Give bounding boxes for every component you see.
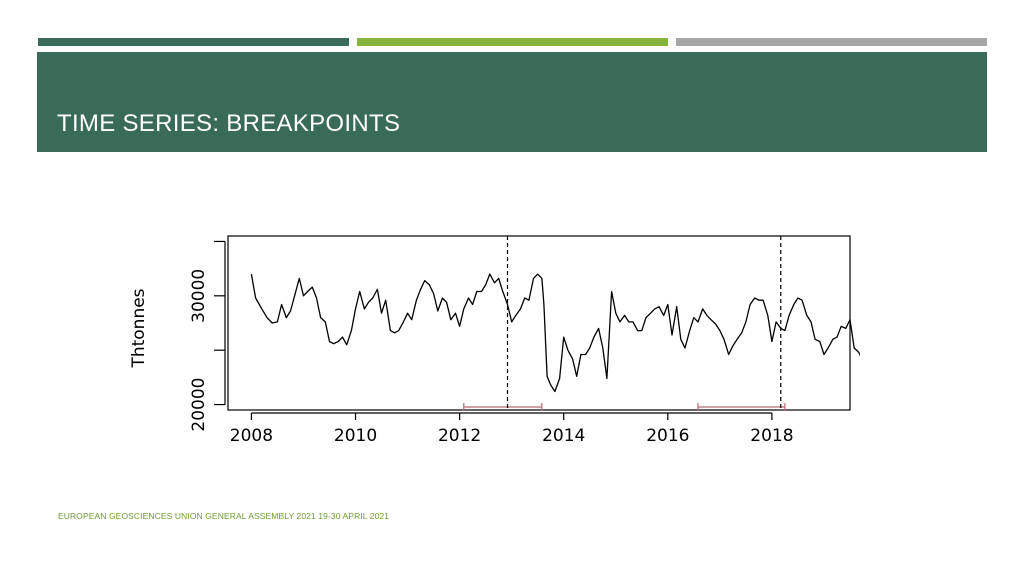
accent-bar-grey <box>676 38 987 46</box>
series-line <box>250 273 860 393</box>
accent-bar-green <box>357 38 668 46</box>
y-axis-title: Thtonnes <box>129 288 149 368</box>
x-tick-label: 2016 <box>646 426 689 446</box>
y-tick-label: 20000 <box>189 378 209 432</box>
chart-svg: 2008 2010 2012 2014 2016 2018 20000 30000 Thtonn… <box>129 235 860 446</box>
plot-frame <box>227 235 851 411</box>
y-tick-label: 30000 <box>189 269 209 323</box>
x-tick-label: 2012 <box>438 426 481 446</box>
accent-bar-dark <box>38 38 349 46</box>
footer-text: EUROPEAN GEOSCIENCES UNION GENERAL ASSEM… <box>58 511 390 521</box>
slide-title: TIME SERIES: BREAKPOINTS <box>57 110 401 137</box>
title-banner <box>37 52 987 152</box>
x-tick-label: 2018 <box>750 426 793 446</box>
x-tick-label: 2010 <box>334 426 377 446</box>
time-series-chart: 2008 2010 2012 2014 2016 2018 20000 30000 Thtonn… <box>120 228 860 460</box>
x-tick-label: 2008 <box>230 426 273 446</box>
x-tick-label: 2014 <box>542 426 585 446</box>
